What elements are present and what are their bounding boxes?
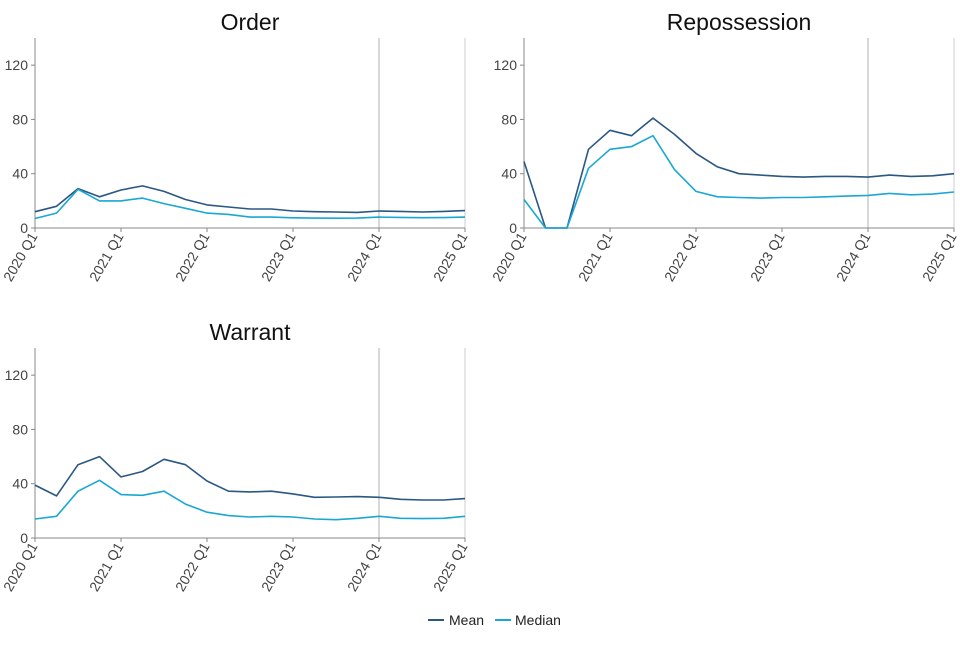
x-tick-label: 2024 Q1 xyxy=(833,229,874,284)
x-tick-label: 2023 Q1 xyxy=(258,539,299,594)
y-tick-label: 0 xyxy=(20,220,28,236)
series-line-median xyxy=(34,479,466,521)
x-tick-label: 2025 Q1 xyxy=(430,539,471,594)
x-tick-label: 2022 Q1 xyxy=(661,229,702,284)
panel-title: Repossession xyxy=(667,9,811,35)
y-tick-label: 40 xyxy=(501,166,517,182)
x-tick-label: 2021 Q1 xyxy=(86,539,127,594)
chart-legend: Mean Median xyxy=(428,612,561,628)
series-line-median xyxy=(34,188,466,220)
series-line-mean xyxy=(523,117,955,229)
x-tick-label: 2023 Q1 xyxy=(747,229,788,284)
y-tick-label: 0 xyxy=(20,530,28,546)
series-line-median xyxy=(523,134,955,229)
x-tick-label: 2020 Q1 xyxy=(489,229,530,284)
x-tick-label: 2025 Q1 xyxy=(430,229,471,284)
x-tick-label: 2024 Q1 xyxy=(344,539,385,594)
series-line-mean xyxy=(34,455,466,501)
y-tick-label: 120 xyxy=(494,57,518,73)
y-tick-label: 80 xyxy=(501,111,517,127)
y-tick-label: 40 xyxy=(12,476,28,492)
x-tick-label: 2024 Q1 xyxy=(344,229,385,284)
y-tick-label: 80 xyxy=(12,111,28,127)
chart-panel-warrant: Warrant 0 40 80 120 2020 Q1 2021 Q1 2022 Q1 2023… xyxy=(0,319,471,594)
x-tick-label: 2021 Q1 xyxy=(575,229,616,284)
chart-panel-repossession: Repossession 0 40 80 120 2020 Q1 2021 Q1 2022 Q… xyxy=(489,9,960,284)
panel-title: Order xyxy=(221,9,280,35)
x-tick-label: 2021 Q1 xyxy=(86,229,127,284)
legend-median-label: Median xyxy=(515,612,561,628)
y-tick-label: 40 xyxy=(12,166,28,182)
panel-title: Warrant xyxy=(210,319,292,345)
y-tick-label: 80 xyxy=(12,421,28,437)
x-tick-label: 2022 Q1 xyxy=(172,539,213,594)
series-line-mean xyxy=(34,185,466,214)
x-tick-label: 2022 Q1 xyxy=(172,229,213,284)
y-tick-label: 120 xyxy=(5,367,29,383)
y-tick-label: 120 xyxy=(5,57,29,73)
x-tick-label: 2020 Q1 xyxy=(0,229,41,284)
x-tick-label: 2020 Q1 xyxy=(0,539,41,594)
x-tick-label: 2023 Q1 xyxy=(258,229,299,284)
y-tick-label: 0 xyxy=(509,220,517,236)
chart-panel-order: Order 0 40 80 120 2020 Q1 2021 Q1 2022 Q1 2023 Q… xyxy=(0,9,471,284)
legend-mean-label: Mean xyxy=(449,612,484,628)
x-tick-label: 2025 Q1 xyxy=(919,229,960,284)
